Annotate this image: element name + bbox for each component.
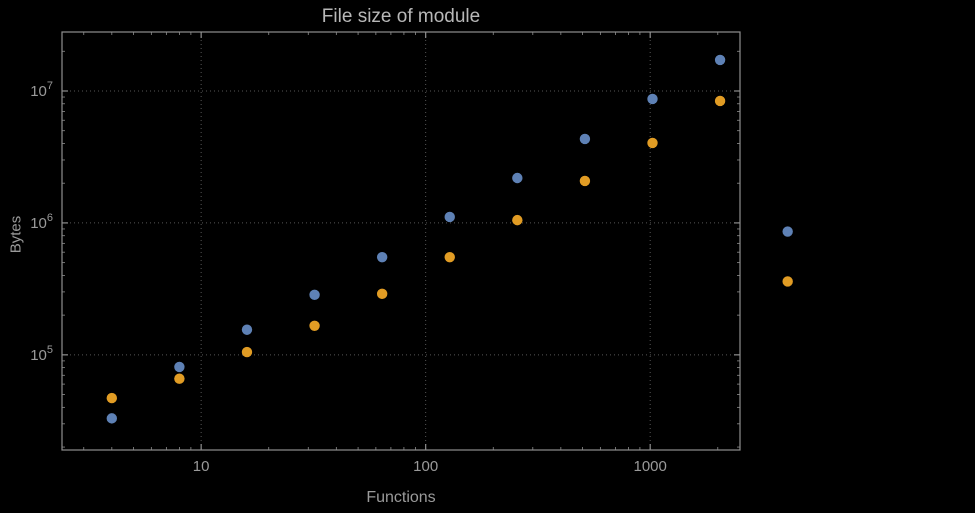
data-point-blue [309, 289, 320, 301]
data-point-blue [579, 133, 591, 145]
data-point-blue [714, 54, 726, 66]
data-point-blue [174, 361, 185, 373]
y-tick-label: 107 [30, 80, 53, 100]
x-tick-label: 10 [193, 458, 210, 475]
data-point-orange [106, 392, 118, 404]
data-point-orange [512, 214, 523, 226]
data-point-orange [782, 276, 793, 287]
data-point-blue [106, 413, 118, 424]
data-point-orange [241, 346, 253, 358]
data-point-blue [782, 226, 793, 237]
plot-frame [61, 31, 741, 451]
x-tick-label: 100 [413, 458, 438, 475]
data-point-blue [241, 324, 253, 335]
x-axis-label: Functions [366, 489, 436, 506]
data-point-blue [647, 93, 658, 105]
data-point-blue [444, 211, 455, 223]
x-tick-label: 1000 [634, 458, 667, 475]
data-point-blue [376, 251, 388, 263]
y-tick-label: 105 [30, 344, 53, 364]
chart-title: File size of module [321, 6, 481, 27]
data-point-orange [579, 175, 591, 187]
y-tick-label: 106 [30, 212, 53, 232]
data-point-orange [714, 95, 726, 107]
data-point-orange [647, 137, 658, 149]
data-point-orange [309, 320, 320, 332]
data-point-orange [174, 373, 185, 384]
data-point-blue [512, 172, 523, 184]
data-point-orange [444, 251, 455, 263]
y-axis-label: Bytes [7, 215, 25, 254]
data-point-orange [376, 288, 388, 300]
